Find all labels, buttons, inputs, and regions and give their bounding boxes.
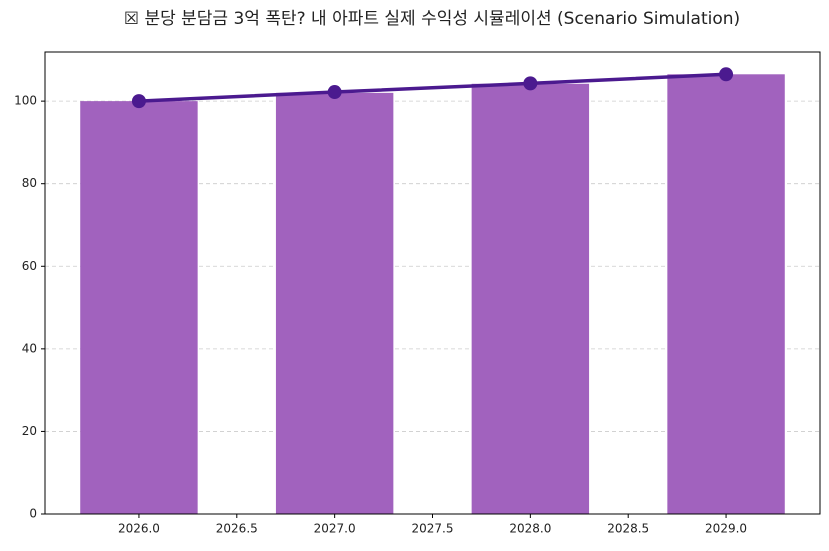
bar: [80, 101, 198, 514]
bar: [275, 92, 394, 514]
x-tick-label: 2029.0: [705, 522, 747, 536]
y-tick-label: 60: [22, 259, 37, 273]
point: [523, 76, 538, 91]
line: [138, 72, 727, 103]
x-tick-label: 2028.0: [509, 522, 551, 536]
point: [719, 67, 734, 82]
y-tick-label: 80: [22, 176, 37, 190]
x-tick-label: 2026.0: [118, 522, 160, 536]
y-tick-label: 0: [29, 507, 37, 521]
chart-title: ☒ 분당 분담금 3억 폭탄? 내 아파트 실제 수익성 시뮬레이션 (Scen…: [124, 9, 740, 29]
bar: [667, 74, 785, 514]
x-tick-label: 2027.0: [314, 522, 356, 536]
point: [327, 85, 342, 100]
point: [131, 94, 146, 109]
x-tick-label: 2028.5: [607, 522, 649, 536]
y-tick-label: 20: [22, 424, 37, 438]
x-tick-label: 2027.5: [412, 522, 454, 536]
plot-frame: [44, 51, 821, 515]
x-tick-label: 2026.5: [216, 522, 258, 536]
y-tick-label: 40: [22, 341, 37, 355]
y-tick-label: 100: [14, 94, 37, 108]
bar: [471, 83, 590, 514]
